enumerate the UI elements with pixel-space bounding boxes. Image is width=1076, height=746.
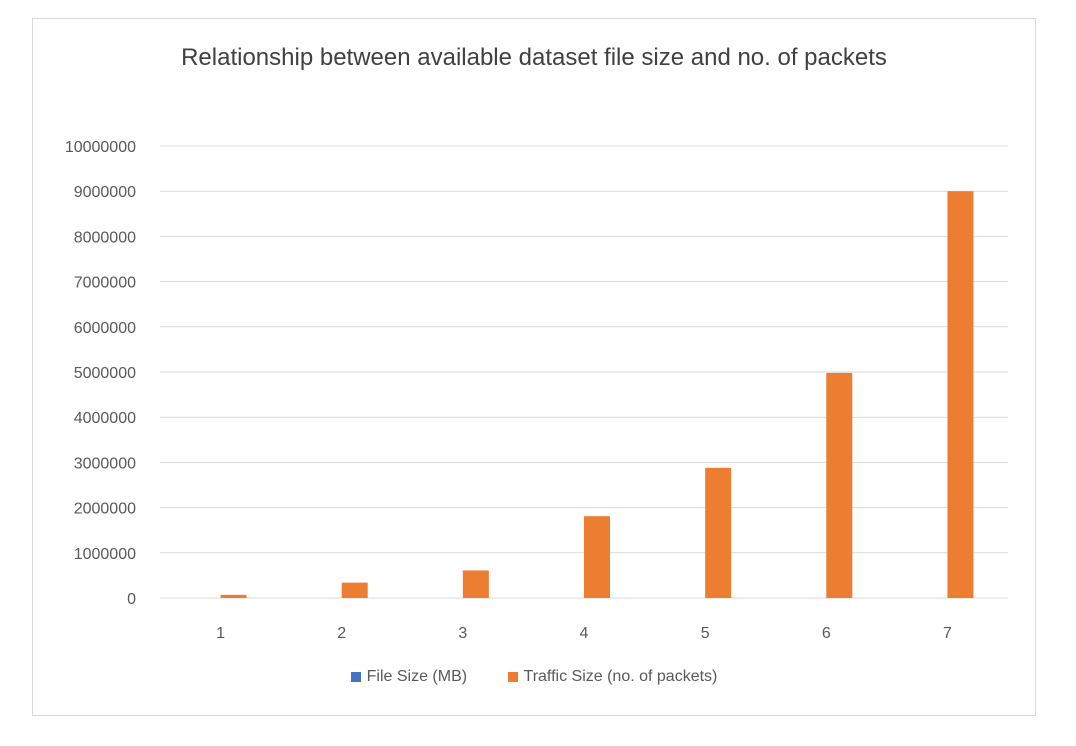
legend-swatch-traffic-size [507,672,518,682]
bar-traffic-size [341,582,368,598]
y-tick-label: 1000000 [74,546,136,563]
bar-traffic-size [705,467,732,598]
legend-item-traffic-size: Traffic Size (no. of packets) [507,668,718,686]
y-tick-label: 10000000 [65,139,136,156]
y-tick-label: 2000000 [74,501,136,518]
chart-area [32,18,1036,716]
y-tick-label: 0 [127,591,136,608]
chart-title-text: Relationship between available dataset f… [181,44,887,71]
x-tick-label: 5 [701,625,710,642]
x-tick-label: 1 [216,625,225,642]
y-tick-label: 5000000 [74,365,136,382]
bar-traffic-size [462,570,489,598]
y-tick-label: 9000000 [74,184,136,201]
bar-traffic-size [584,516,610,598]
legend-label-traffic-size: Traffic Size (no. of packets) [523,668,718,685]
y-tick-label: 4000000 [74,410,136,427]
x-tick-label: 6 [822,625,831,642]
y-tick-label: 7000000 [74,275,136,292]
x-tick-label: 3 [458,625,467,642]
y-tick-label: 8000000 [74,229,136,246]
bar-traffic-size [220,594,247,598]
legend-swatch-file-size [350,672,361,682]
legend-item-file-size: File Size (MB) [350,668,468,686]
legend: File Size (MB) Traffic Size (no. of pack… [32,668,1036,687]
x-tick-label: 4 [580,625,589,642]
y-tick-label: 6000000 [74,320,136,337]
bar-traffic-size [947,191,974,598]
y-tick-label: 3000000 [74,455,136,472]
legend-label-file-size: File Size (MB) [366,668,468,685]
chart-title: Relationship between available dataset f… [32,40,1036,76]
bar-traffic-size [826,372,853,598]
x-tick-label: 7 [943,625,952,642]
x-tick-label: 2 [337,625,346,642]
